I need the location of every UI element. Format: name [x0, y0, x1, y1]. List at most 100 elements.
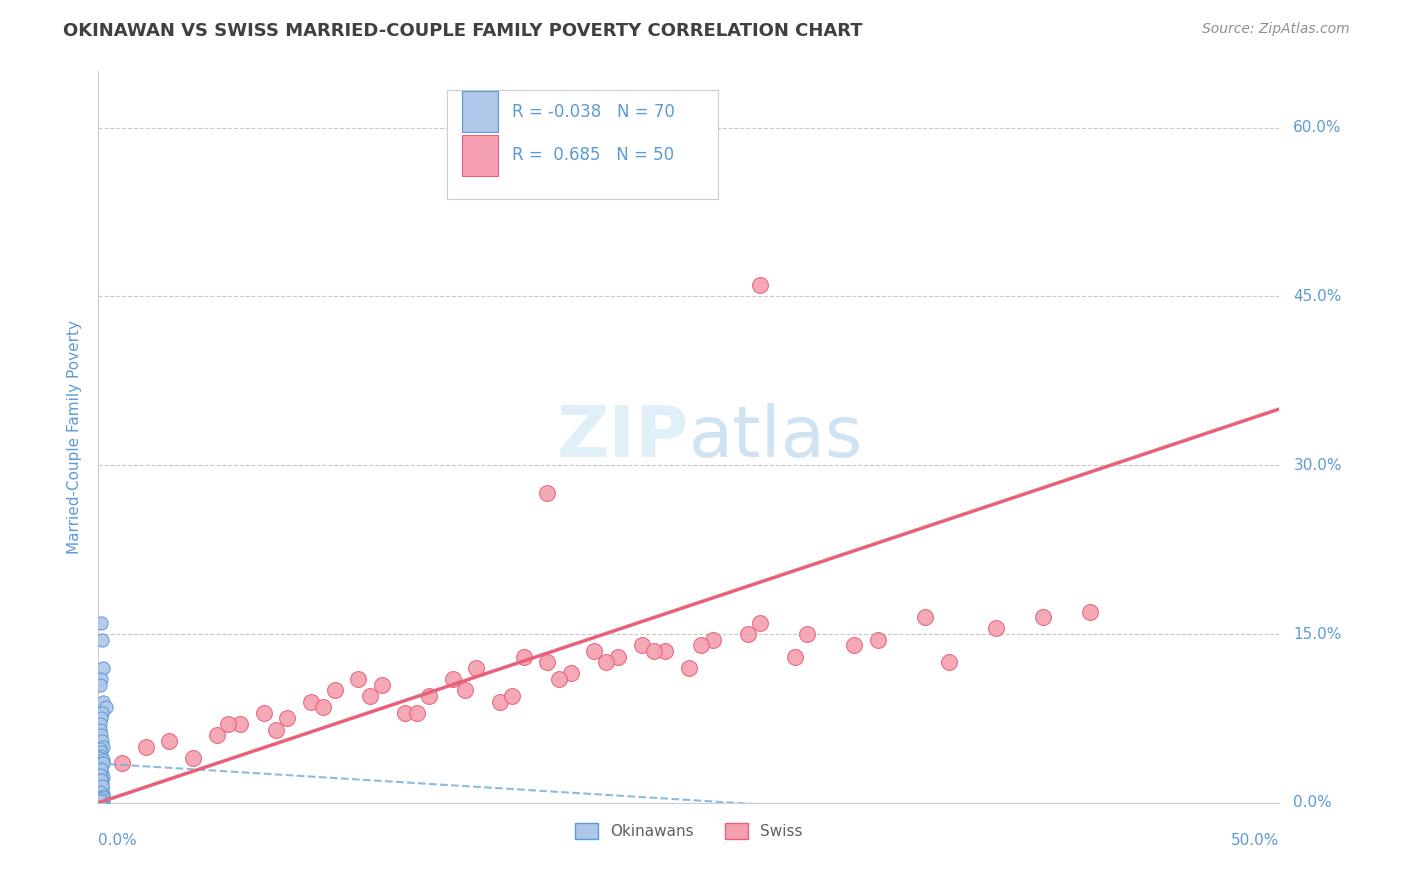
Point [89, 783, 111, 797]
Point [90, 784, 112, 798]
Point [512, 649, 534, 664]
Point [536, 486, 558, 500]
Point [89, 778, 111, 792]
Point [94, 700, 117, 714]
Point [91, 753, 114, 767]
Point [89, 762, 111, 776]
Point [91, 795, 114, 809]
Point [111, 756, 134, 771]
Point [89, 741, 111, 756]
Text: ZIP: ZIP [557, 402, 689, 472]
Point [91, 790, 114, 805]
Text: atlas: atlas [689, 402, 863, 472]
Point [89, 793, 111, 807]
Text: 45.0%: 45.0% [1294, 289, 1341, 304]
Point [91, 739, 114, 754]
Point [91, 781, 114, 796]
Point [453, 683, 475, 698]
Point [90, 711, 112, 725]
Legend: Okinawans, Swiss: Okinawans, Swiss [575, 823, 803, 839]
Point [359, 689, 381, 703]
Point [914, 610, 936, 624]
Point [90, 672, 112, 686]
Point [91, 770, 114, 784]
Point [984, 621, 1007, 635]
Y-axis label: Married-Couple Family Poverty: Married-Couple Family Poverty [67, 320, 83, 554]
Point [276, 711, 298, 725]
Point [90, 728, 112, 742]
Point [91, 792, 114, 806]
Point [748, 615, 770, 630]
Point [938, 655, 960, 669]
Text: 60.0%: 60.0% [1294, 120, 1341, 135]
Point [748, 278, 770, 293]
Text: R =  0.685   N = 50: R = 0.685 N = 50 [512, 146, 673, 164]
Point [90, 792, 112, 806]
Point [181, 751, 204, 765]
Point [90, 745, 112, 759]
Point [607, 649, 630, 664]
Point [89, 678, 111, 692]
Point [91, 786, 114, 800]
Point [583, 644, 606, 658]
Point [90, 748, 112, 763]
Text: 15.0%: 15.0% [1294, 626, 1341, 641]
Point [595, 655, 617, 669]
Point [737, 627, 759, 641]
Point [91, 791, 114, 805]
Point [1032, 610, 1054, 624]
Point [89, 780, 111, 794]
Text: 0.0%: 0.0% [98, 833, 138, 848]
Point [91, 775, 114, 789]
Point [560, 666, 582, 681]
Point [89, 795, 111, 809]
Point [689, 638, 711, 652]
Point [91, 789, 114, 803]
Point [796, 627, 818, 641]
Point [89, 792, 111, 806]
Point [91, 632, 114, 647]
Point [89, 717, 111, 731]
Point [91, 694, 114, 708]
Point [135, 739, 157, 754]
Point [536, 655, 558, 669]
Text: R = -0.038   N = 70: R = -0.038 N = 70 [512, 103, 675, 120]
Text: 30.0%: 30.0% [1294, 458, 1341, 473]
Point [264, 723, 287, 737]
Point [90, 615, 112, 630]
Point [89, 751, 111, 765]
FancyBboxPatch shape [463, 136, 498, 176]
Point [489, 694, 512, 708]
Point [229, 717, 252, 731]
Point [91, 787, 114, 801]
Text: 50.0%: 50.0% [1232, 833, 1279, 848]
Point [91, 661, 114, 675]
Point [347, 672, 370, 686]
Point [90, 777, 112, 791]
Point [90, 765, 112, 780]
Point [90, 774, 112, 789]
Point [89, 788, 111, 802]
Point [1080, 605, 1102, 619]
Point [89, 723, 111, 737]
Point [91, 706, 114, 720]
Point [654, 644, 676, 658]
Point [418, 689, 440, 703]
Point [91, 779, 114, 793]
Point [91, 756, 114, 771]
Point [90, 772, 112, 787]
Point [394, 706, 416, 720]
Point [90, 789, 112, 803]
Point [253, 706, 276, 720]
Point [844, 638, 866, 652]
Point [89, 784, 111, 798]
Point [89, 764, 111, 779]
Point [90, 790, 112, 805]
Point [90, 779, 112, 793]
Point [89, 790, 111, 805]
Point [91, 793, 114, 807]
Point [91, 756, 114, 771]
Point [643, 644, 665, 658]
Point [90, 782, 112, 797]
Point [157, 734, 180, 748]
